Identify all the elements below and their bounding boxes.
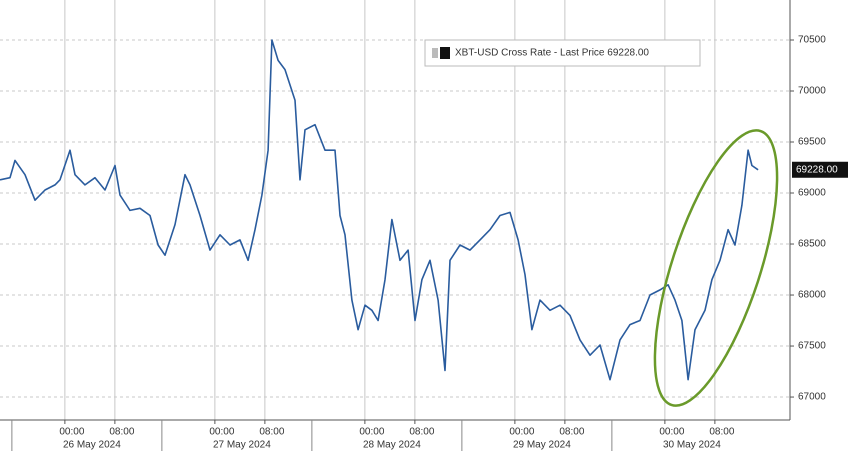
x-tick-label: 08:00 xyxy=(559,427,584,438)
y-tick-label: 70500 xyxy=(798,35,826,46)
x-tick-label: 00:00 xyxy=(659,427,684,438)
y-tick-label: 69500 xyxy=(798,137,826,148)
y-tick-label: 70000 xyxy=(798,86,826,97)
legend-icon xyxy=(432,48,438,58)
y-tick-label: 67500 xyxy=(798,341,826,352)
date-label: 29 May 2024 xyxy=(513,440,571,451)
y-tick-label: 68500 xyxy=(798,239,826,250)
y-tick-label: 69000 xyxy=(798,188,826,199)
last-price-label: 69228.00 xyxy=(796,164,838,175)
x-tick-label: 08:00 xyxy=(259,427,284,438)
x-tick-label: 08:00 xyxy=(109,427,134,438)
price-line xyxy=(0,39,759,381)
legend-swatch xyxy=(440,47,450,59)
x-tick-label: 00:00 xyxy=(509,427,534,438)
x-tick-label: 00:00 xyxy=(209,427,234,438)
y-tick-label: 68000 xyxy=(798,290,826,301)
last-price-box xyxy=(792,161,848,178)
x-tick-label: 08:00 xyxy=(709,427,734,438)
date-label: 26 May 2024 xyxy=(63,440,121,451)
date-label: 27 May 2024 xyxy=(213,440,271,451)
legend-box xyxy=(424,39,701,67)
legend-label: XBT-USD Cross Rate - Last Price 69228.00 xyxy=(455,48,649,59)
grid xyxy=(0,0,790,420)
x-tick-label: 08:00 xyxy=(409,427,434,438)
x-tick-label: 00:00 xyxy=(59,427,84,438)
date-label: 28 May 2024 xyxy=(363,440,421,451)
legend: XBT-USD Cross Rate - Last Price 69228.00 xyxy=(424,39,701,67)
y-tick-label: 67000 xyxy=(798,392,826,403)
highlight-ellipse xyxy=(653,129,779,407)
x-tick-label: 00:00 xyxy=(359,427,384,438)
date-label: 30 May 2024 xyxy=(663,440,721,451)
plot xyxy=(0,39,759,381)
